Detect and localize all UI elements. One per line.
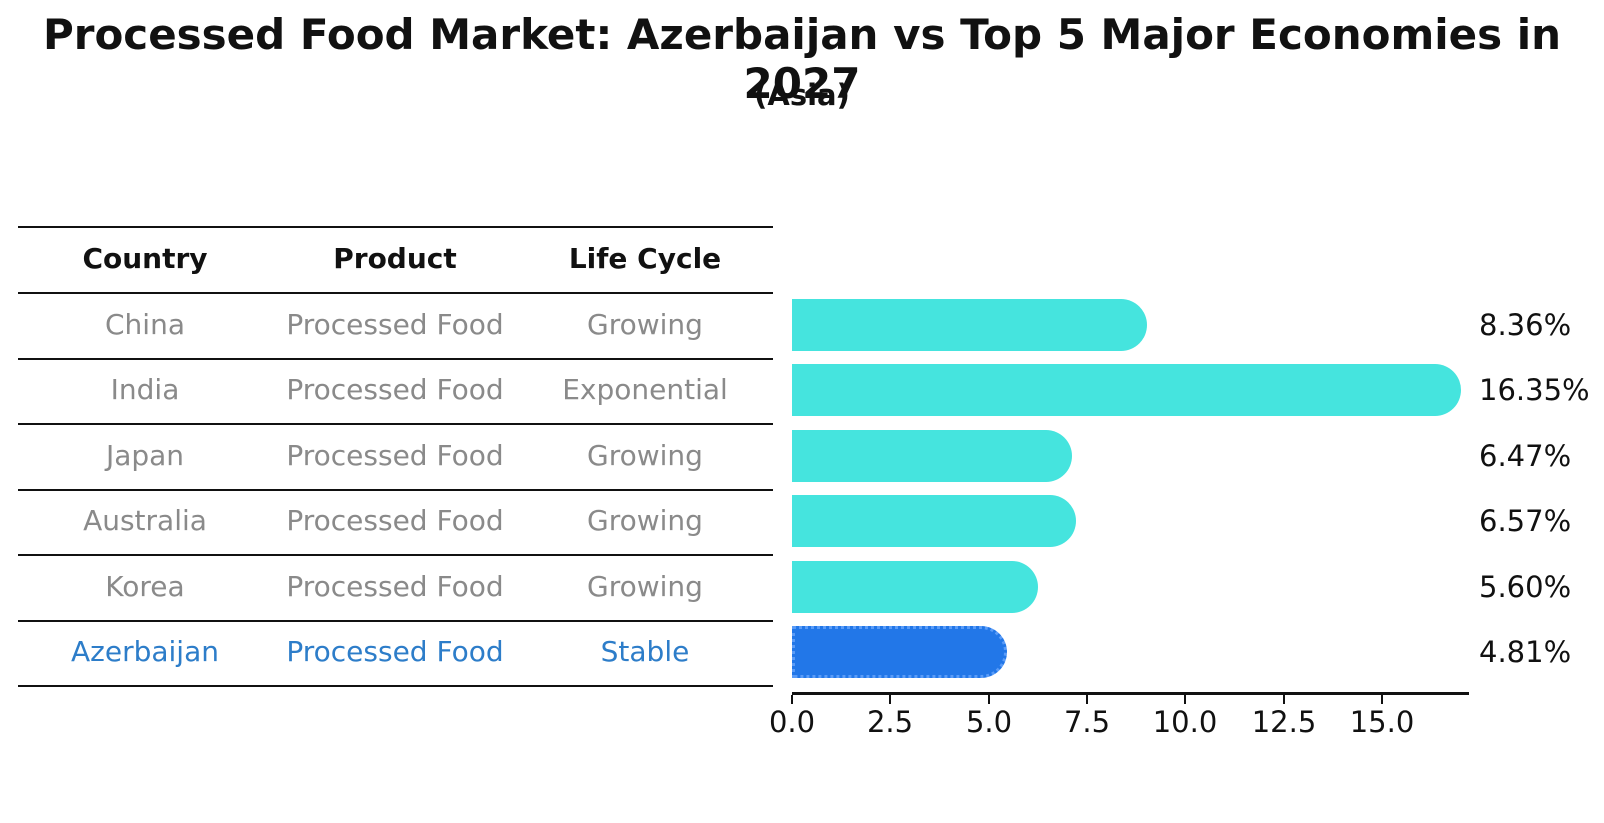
x-axis-tick [1184,695,1186,704]
table-row-rule [18,489,773,491]
bar-australia [792,495,1076,547]
table-row-rule [18,554,773,556]
x-axis-tick-label: 15.0 [1349,705,1415,739]
country-cell: Korea [105,570,185,603]
x-axis-tick-label: 7.5 [1063,705,1111,739]
product-cell: Processed Food [286,635,504,668]
bar-korea [792,561,1038,613]
country-cell: Azerbaijan [71,635,219,668]
x-axis-tick-label: 10.0 [1152,705,1218,739]
life-cycle-cell: Growing [587,504,703,537]
chart-subtitle: (Asia) [754,78,850,112]
x-axis-line [792,692,1469,695]
country-cell: India [110,373,180,406]
bar-india [792,364,1461,416]
product-cell: Processed Food [286,308,504,341]
x-axis-tick-label: 2.5 [866,705,914,739]
bar-value-label: 4.81% [1479,635,1572,669]
bar-value-label: 8.36% [1479,308,1572,342]
x-axis-tick [1381,695,1383,704]
table-row-rule [18,685,773,687]
x-axis-tick [988,695,990,704]
x-axis-tick-label: 12.5 [1251,705,1317,739]
life-cycle-cell: Stable [600,635,690,668]
x-axis-tick [889,695,891,704]
table-row-rule [18,358,773,360]
x-axis-tick [1283,695,1285,704]
x-axis-tick-label: 5.0 [965,705,1013,739]
table-header-rule [18,292,773,294]
table-row-rule [18,620,773,622]
table-row-rule [18,423,773,425]
chart-title: Processed Food Market: Azerbaijan vs Top… [42,10,1562,108]
bar-azerbaijan-highlight [792,626,1007,678]
x-axis-tick [791,695,793,704]
country-cell: China [105,308,185,341]
table-top-rule [18,226,773,228]
bar-value-label: 16.35% [1479,373,1590,407]
bar-value-label: 6.47% [1479,439,1572,473]
product-cell: Processed Food [286,373,504,406]
life-cycle-cell: Growing [587,570,703,603]
column-header-product: Product [333,242,457,275]
life-cycle-cell: Exponential [562,373,728,406]
product-cell: Processed Food [286,570,504,603]
life-cycle-cell: Growing [587,308,703,341]
column-header-country: Country [82,242,208,275]
bar-value-label: 6.57% [1479,504,1572,538]
country-cell: Australia [83,504,207,537]
bar-value-label: 5.60% [1479,570,1572,604]
country-cell: Japan [105,439,185,472]
bar-japan [792,430,1072,482]
product-cell: Processed Food [286,439,504,472]
bar-china [792,299,1147,351]
column-header-life-cycle: Life Cycle [568,242,722,275]
x-axis-tick-label: 0.0 [768,705,816,739]
x-axis-tick [1086,695,1088,704]
product-cell: Processed Food [286,504,504,537]
life-cycle-cell: Growing [587,439,703,472]
